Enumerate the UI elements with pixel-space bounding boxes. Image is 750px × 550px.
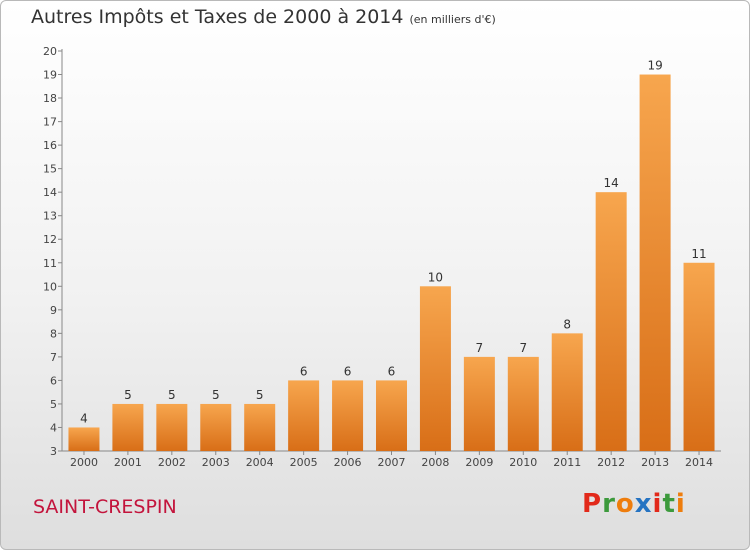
data-label: 8: [563, 317, 571, 331]
y-tick-label: 12: [43, 233, 57, 246]
brand-letter: P: [582, 489, 603, 519]
brand-letter: o: [615, 489, 635, 519]
x-tick-label: 2006: [334, 456, 362, 469]
brand-letter: i: [652, 489, 663, 519]
brand-letter: i: [675, 489, 686, 519]
x-tick-label: 2013: [641, 456, 669, 469]
y-tick-label: 5: [50, 398, 57, 411]
bar-2010: [507, 356, 539, 451]
x-tick-label: 2009: [465, 456, 493, 469]
bar-2011: [551, 333, 583, 451]
x-tick-label: 2007: [378, 456, 406, 469]
bar-2013: [639, 74, 671, 451]
data-label: 11: [691, 247, 706, 261]
y-tick-label: 8: [50, 327, 57, 340]
chart-title-row: Autres Impôts et Taxes de 2000 à 2014 (en…: [31, 6, 496, 28]
bar-2001: [112, 403, 144, 451]
bar-2006: [332, 380, 364, 451]
y-tick-label: 3: [50, 445, 57, 458]
x-tick-label: 2005: [290, 456, 318, 469]
bar-2005: [288, 380, 320, 451]
bar-2014: [683, 262, 715, 451]
bar-2000: [68, 427, 100, 451]
bar-2003: [200, 403, 232, 451]
bar-2012: [595, 192, 627, 452]
commune-name: SAINT-CRESPIN: [33, 496, 177, 518]
x-tick-label: 2004: [246, 456, 274, 469]
x-tick-label: 2002: [158, 456, 186, 469]
x-tick-label: 2003: [202, 456, 230, 469]
y-tick-label: 18: [43, 92, 57, 105]
y-tick-label: 6: [50, 374, 57, 387]
x-tick-label: 2000: [70, 456, 98, 469]
bar-2004: [244, 403, 276, 451]
x-tick-label: 2001: [114, 456, 142, 469]
bar-2009: [463, 356, 495, 451]
chart-unit: (en milliers d'€): [409, 13, 496, 26]
y-tick-label: 17: [43, 116, 57, 129]
x-tick-label: 2012: [597, 456, 625, 469]
data-label: 5: [256, 388, 264, 402]
data-label: 5: [212, 388, 220, 402]
data-label: 14: [604, 176, 619, 190]
y-tick-label: 7: [50, 351, 57, 364]
brand-letter: r: [602, 489, 616, 519]
data-label: 7: [519, 341, 527, 355]
y-tick-label: 14: [43, 186, 57, 199]
data-label: 6: [344, 364, 352, 378]
y-tick-label: 16: [43, 139, 57, 152]
y-tick-label: 10: [43, 280, 57, 293]
data-label: 10: [428, 270, 443, 284]
x-tick-label: 2008: [421, 456, 449, 469]
data-label: 4: [80, 411, 88, 425]
y-tick-label: 15: [43, 163, 57, 176]
data-label: 19: [647, 59, 662, 73]
data-label: 5: [124, 388, 132, 402]
y-tick-label: 9: [50, 304, 57, 317]
brand-letter: t: [662, 489, 676, 519]
x-tick-label: 2011: [553, 456, 581, 469]
bar-2002: [156, 403, 188, 451]
y-tick-label: 20: [43, 45, 57, 58]
brand-letter: x: [634, 489, 653, 519]
data-label: 7: [476, 341, 484, 355]
data-label: 5: [168, 388, 176, 402]
bar-2008: [419, 286, 451, 451]
y-tick-label: 11: [43, 257, 57, 270]
data-label: 6: [388, 364, 396, 378]
bar-2007: [376, 380, 407, 451]
x-tick-label: 2014: [685, 456, 713, 469]
y-tick-label: 19: [43, 69, 57, 82]
y-tick-label: 4: [50, 421, 57, 434]
x-tick-label: 2010: [509, 456, 537, 469]
y-tick-label: 13: [43, 210, 57, 223]
brand-logo: Proxiti: [582, 489, 686, 519]
data-label: 6: [300, 364, 308, 378]
chart-title: Autres Impôts et Taxes de 2000 à 2014: [31, 6, 404, 28]
